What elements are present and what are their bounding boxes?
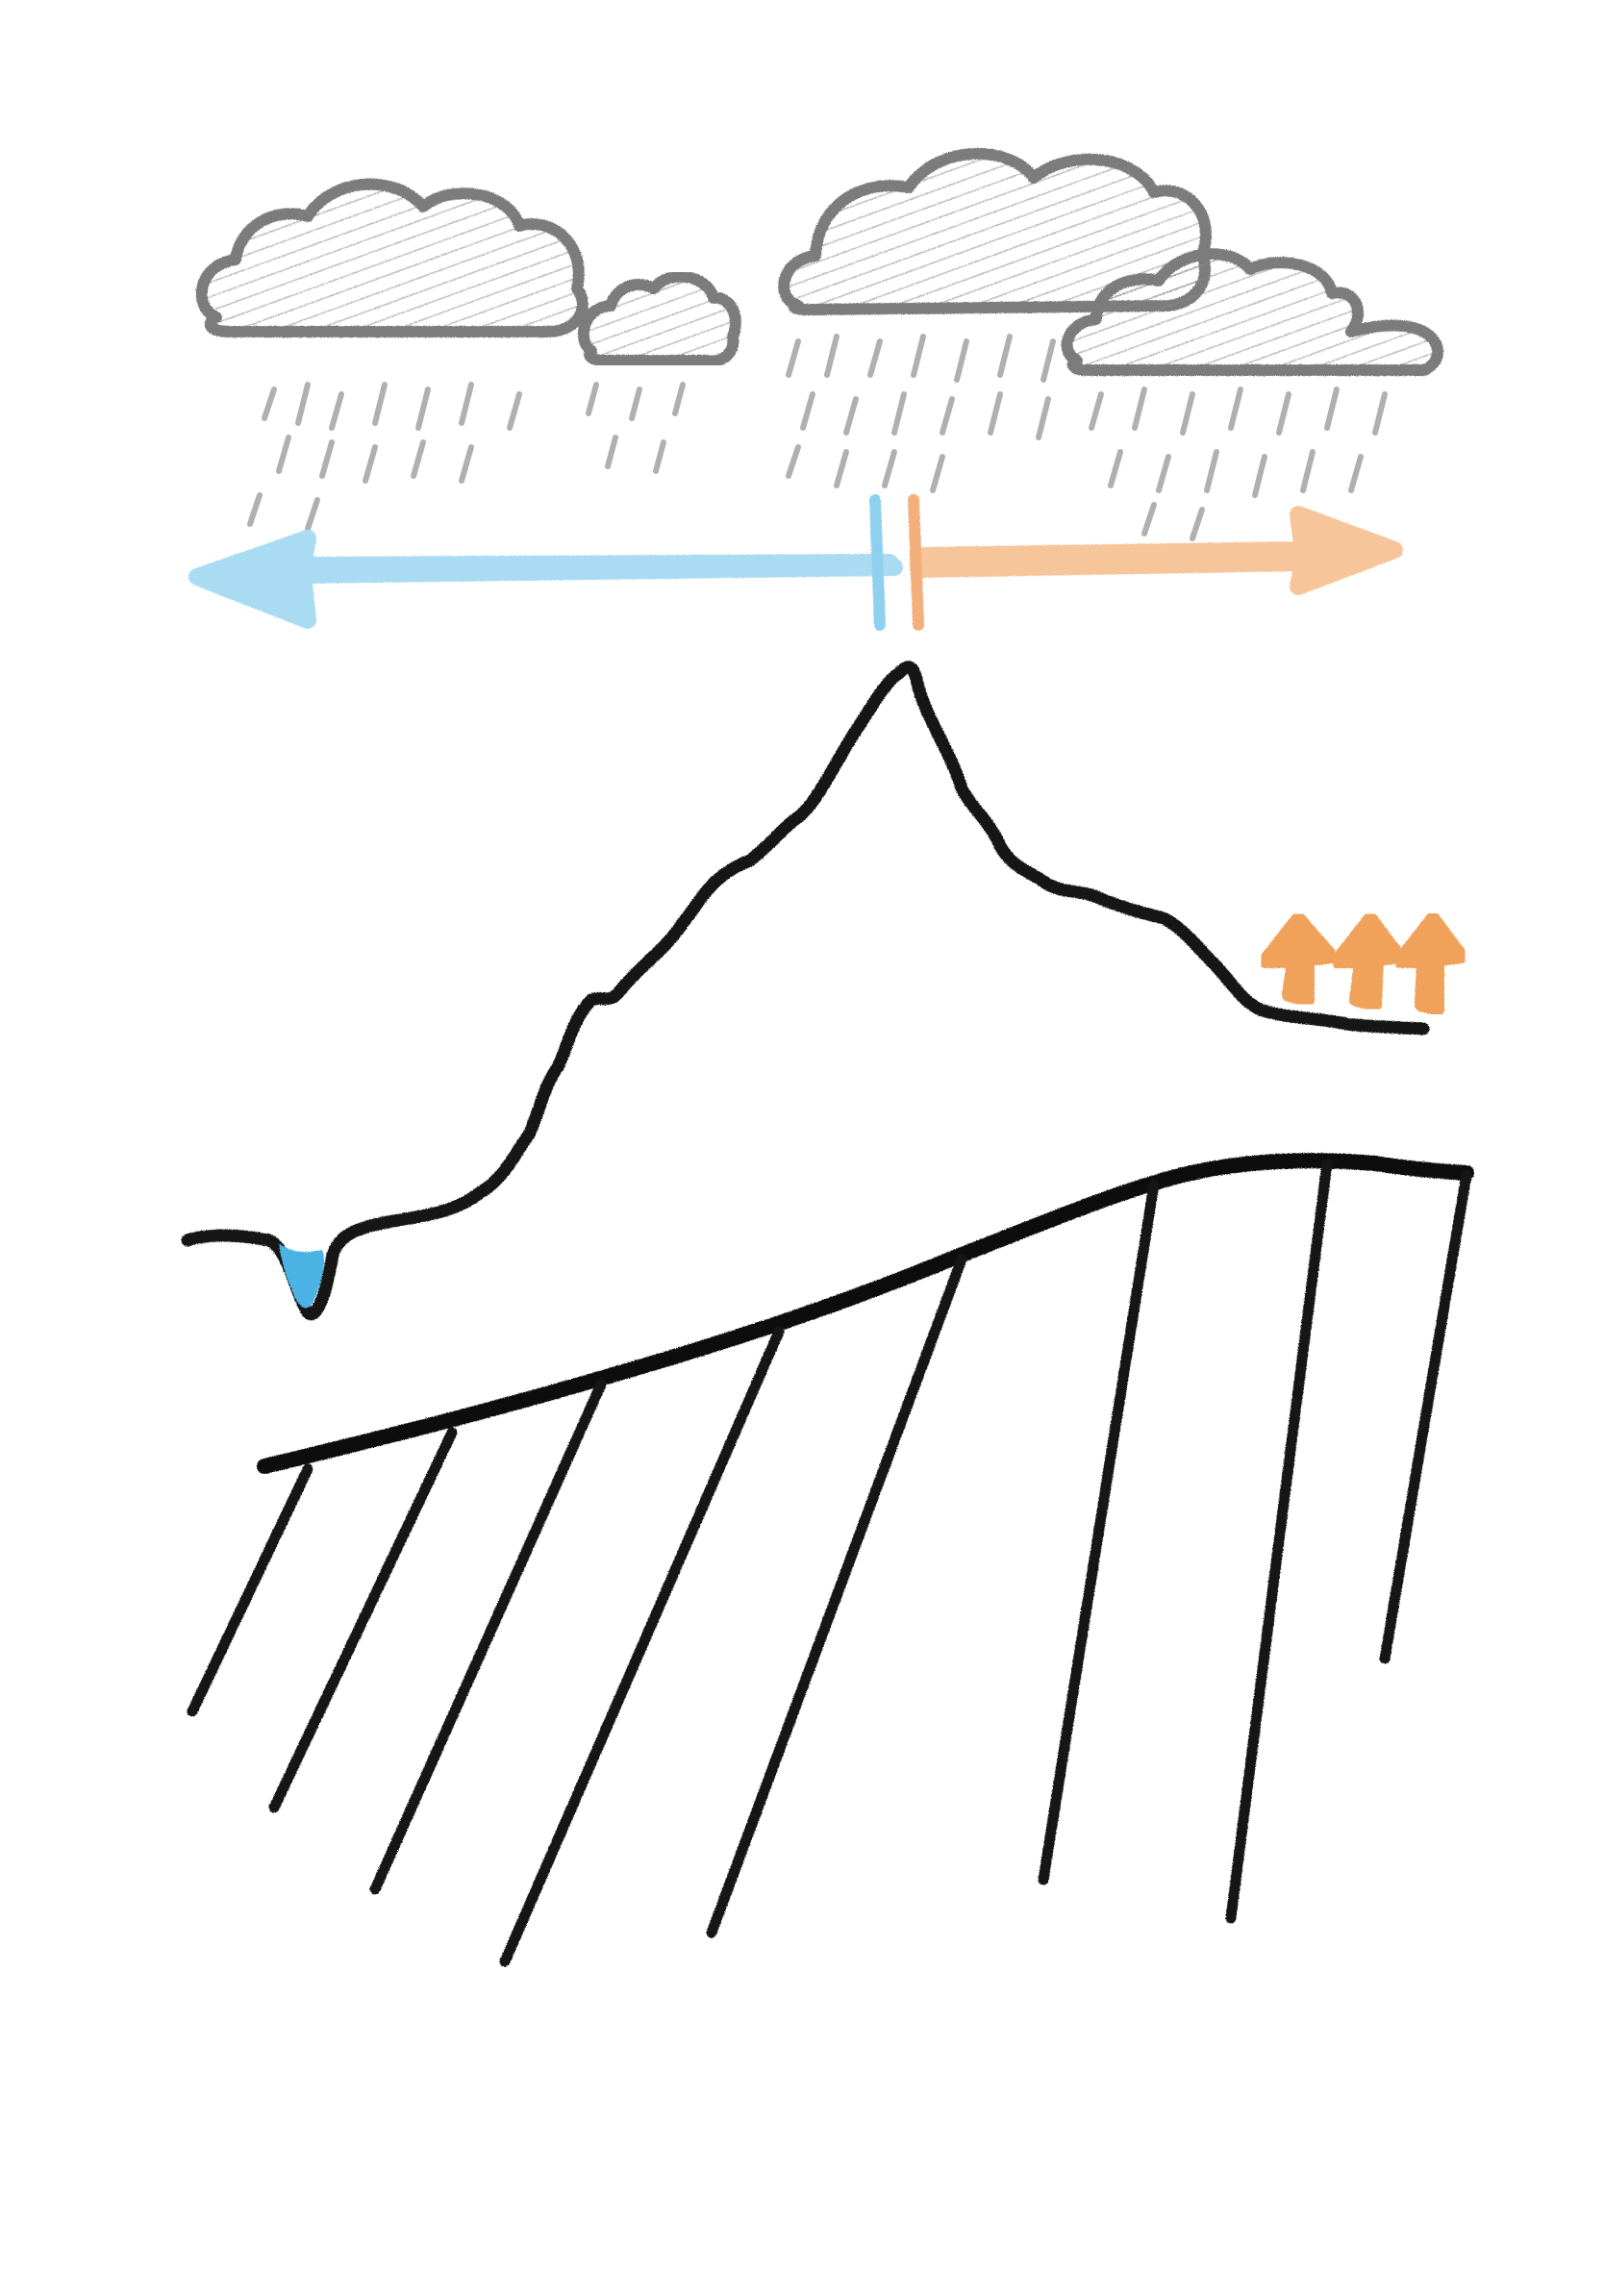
- mountain-profile-icon: [181, 661, 1430, 1321]
- raindrops-icon: [247, 334, 1388, 541]
- arrow-up-icon: [1392, 911, 1468, 1016]
- arrow-up-icon: [1258, 911, 1339, 1007]
- water-icon: [279, 1243, 324, 1309]
- arrow-left-icon: [188, 494, 903, 631]
- rain-cloud-icon: [1061, 248, 1443, 376]
- strata-boundary: [257, 1153, 1474, 1474]
- arrow-right-icon: [908, 494, 1403, 631]
- strata-icon: [187, 1158, 1472, 1967]
- arrow-up-icon: [1330, 911, 1406, 1011]
- rain-cloud-icon: [577, 270, 741, 367]
- rain-cloud-icon: [195, 178, 589, 337]
